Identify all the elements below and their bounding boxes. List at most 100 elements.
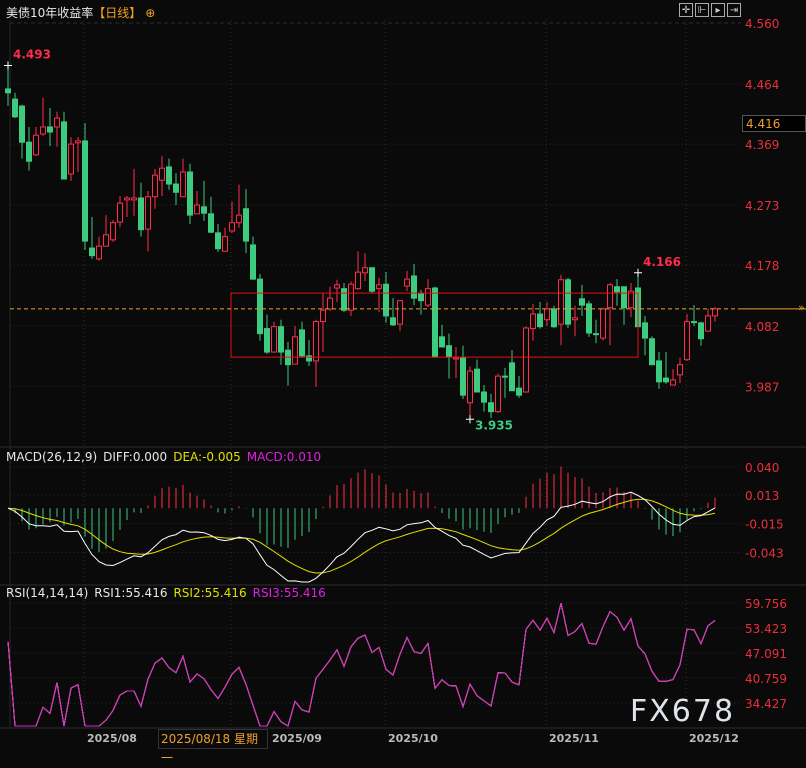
extreme-label: 4.493 — [13, 47, 51, 61]
candle-body-up — [124, 197, 130, 201]
candle — [712, 307, 718, 322]
candle — [229, 201, 235, 233]
candle — [159, 156, 165, 197]
rsi-tick-label: 40.759 — [745, 672, 787, 686]
period-label[interactable]: 【日线】 — [93, 6, 142, 20]
candle-body-down — [509, 362, 515, 392]
candle — [656, 352, 662, 389]
candle — [397, 300, 403, 332]
candle-body-up — [222, 236, 228, 252]
candle-body-down — [12, 98, 18, 118]
candle-body-up — [54, 117, 60, 128]
price-tick-label: 4.082 — [745, 320, 779, 334]
x-tick-label: 2025/12 — [689, 732, 739, 745]
circle-plus-icon[interactable]: ⊕ — [145, 6, 156, 20]
candle — [264, 314, 270, 354]
candle — [495, 373, 501, 413]
candle — [278, 319, 284, 365]
price-tick-label: 3.987 — [745, 380, 779, 394]
candle — [250, 236, 256, 280]
candle — [355, 251, 361, 290]
candle — [152, 168, 158, 209]
candle-body-up — [152, 174, 158, 198]
candle-body-up — [376, 284, 382, 290]
macd-params: MACD(26,12,9) — [6, 450, 98, 464]
candle-body-up — [320, 309, 326, 323]
candle-body-down — [173, 183, 179, 193]
candle-body-down — [5, 88, 11, 94]
candle — [572, 305, 578, 337]
candle-body-down — [621, 286, 627, 309]
candle — [145, 191, 151, 252]
range-box — [230, 292, 639, 358]
candle — [26, 126, 32, 171]
chart-canvas[interactable]: 4.560 4.464 4.369 4.273 4.178 4.082 3.987 0.040… — [0, 0, 806, 749]
candle-body-down — [691, 321, 697, 324]
extreme-marker — [634, 268, 642, 277]
candle-body-up — [425, 288, 431, 306]
candle-body-down — [418, 293, 424, 302]
candle — [579, 284, 585, 316]
x-tick-label: 2025/08 — [87, 732, 137, 745]
extreme-marker — [466, 415, 474, 424]
play-right-icon[interactable]: ▸ — [711, 3, 725, 17]
candle — [124, 196, 130, 218]
candle-body-down — [439, 336, 445, 348]
candle — [96, 236, 102, 261]
fit-left-icon[interactable]: ⊩ — [695, 3, 709, 17]
candle-body-down — [565, 279, 571, 325]
candle-body-up — [628, 290, 634, 309]
candle-body-up — [712, 308, 718, 317]
x-tick-label: 2025/10 — [388, 732, 438, 745]
candle-body-down — [215, 232, 221, 250]
candle-body-down — [460, 357, 466, 396]
candle-body-up — [145, 196, 151, 230]
macd-tick-label: 0.040 — [745, 461, 779, 475]
candle — [649, 336, 655, 366]
candle-body-up — [159, 167, 165, 181]
candle-body-up — [292, 336, 298, 365]
candle — [474, 359, 480, 393]
y-axes: 4.560 4.464 4.369 4.273 4.178 4.082 3.987 0.040… — [741, 17, 806, 711]
candle — [173, 173, 179, 205]
candle-body-up — [404, 278, 410, 287]
candle-body-up — [236, 214, 242, 224]
rsi3-line — [7, 602, 716, 727]
crosshair-price-readout: 4.416 — [742, 115, 806, 132]
candle — [516, 376, 522, 398]
candle — [376, 277, 382, 313]
candle-body-up — [131, 197, 137, 201]
candle-body-down — [138, 197, 144, 231]
macd-tick-label: 0.013 — [745, 489, 779, 503]
candle — [117, 196, 123, 228]
shift-right-icon[interactable]: ⇥ — [727, 3, 741, 17]
watermark-logo: FX678 — [630, 694, 736, 729]
candle-body-up — [558, 279, 564, 325]
candle-body-up — [194, 204, 200, 215]
candle-body-up — [348, 283, 354, 311]
candle-body-down — [502, 375, 508, 378]
candle-body-down — [579, 298, 585, 306]
candle — [628, 282, 634, 318]
extreme-marker — [4, 61, 12, 70]
crosshair-icon[interactable]: ✛ — [679, 3, 693, 17]
candle — [362, 253, 368, 282]
macd-tick-label: -0.043 — [745, 546, 784, 560]
candle-body-up — [313, 321, 319, 362]
candle-body-down — [208, 213, 214, 233]
candle-body-down — [481, 391, 487, 403]
candle — [271, 321, 277, 353]
macd-tick-label: -0.015 — [745, 518, 784, 532]
candle-body-up — [467, 370, 473, 404]
candle — [89, 217, 95, 259]
candle-body-up — [600, 308, 606, 339]
candle — [201, 180, 207, 221]
candle — [33, 126, 39, 157]
candle — [481, 385, 487, 412]
candle — [61, 111, 67, 180]
candle-body-down — [26, 141, 32, 162]
candle — [320, 293, 326, 353]
candle — [187, 163, 193, 224]
macd-panel — [7, 466, 716, 583]
candle-body-up — [33, 134, 39, 156]
